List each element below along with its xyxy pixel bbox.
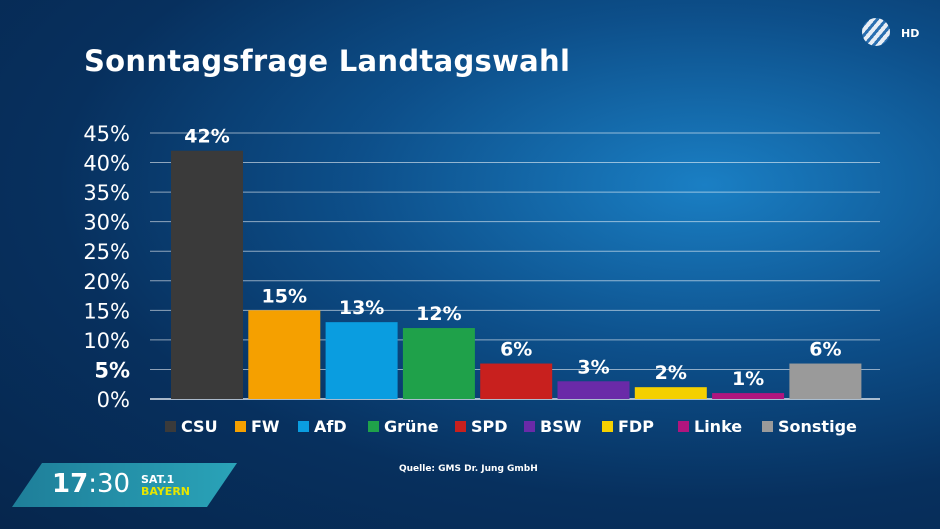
data-label: 1%	[732, 368, 764, 390]
hd-label: HD	[901, 27, 920, 40]
legend-swatch	[678, 421, 689, 432]
bar-csu	[171, 150, 243, 399]
legend-label: Linke	[694, 417, 742, 436]
chart-title: Sonntagsfrage Landtagswahl	[84, 44, 571, 78]
bar-bsw	[557, 381, 630, 399]
clock: 17:30	[52, 469, 130, 499]
y-tick-label: 40%	[83, 152, 130, 176]
sat1-logo-icon	[862, 18, 890, 46]
station-name: SAT.1	[141, 473, 175, 486]
data-label: 15%	[262, 285, 307, 307]
data-label: 6%	[500, 339, 532, 361]
clock-hours: 17	[52, 469, 89, 499]
legend-label: CSU	[181, 417, 218, 436]
legend-swatch	[235, 421, 246, 432]
data-label: 3%	[577, 356, 609, 378]
y-tick-label: 0%	[97, 388, 130, 412]
legend-swatch	[368, 421, 379, 432]
legend-swatch	[455, 421, 466, 432]
data-label: 42%	[184, 126, 229, 148]
legend-swatch	[762, 421, 773, 432]
station-label: SAT.1 BAYERN	[141, 474, 190, 498]
legend-label: Sonstige	[778, 417, 857, 436]
data-label: 6%	[809, 339, 841, 361]
data-label: 2%	[655, 362, 687, 384]
legend-label: FDP	[618, 417, 654, 436]
y-tick-label: 10%	[83, 329, 130, 353]
bar-grüne	[402, 328, 475, 399]
y-tick-label: 15%	[83, 299, 130, 323]
legend-label: AfD	[314, 417, 347, 436]
legend-swatch	[602, 421, 613, 432]
bar-fdp	[634, 387, 707, 399]
legend-swatch	[298, 421, 309, 432]
y-tick-label: 35%	[83, 181, 130, 205]
bar-fw	[248, 310, 321, 399]
bar-spd	[480, 363, 553, 399]
y-tick-label: 30%	[83, 211, 130, 235]
legend-label: BSW	[540, 417, 582, 436]
y-tick-label: 5%	[94, 358, 130, 382]
data-label: 12%	[416, 303, 461, 325]
y-tick-label: 25%	[83, 240, 130, 264]
source-text: Quelle: GMS Dr. Jung GmbH	[399, 464, 538, 474]
y-tick-label: 20%	[83, 270, 130, 294]
legend-swatch	[524, 421, 535, 432]
bar-sonstige	[789, 363, 862, 399]
clock-minutes: :30	[88, 469, 131, 499]
legend-label: SPD	[471, 417, 508, 436]
legend-label: FW	[251, 417, 280, 436]
y-tick-label: 45%	[83, 122, 130, 146]
data-label: 13%	[339, 297, 384, 319]
bar-linke	[712, 393, 785, 399]
legend-label: Grüne	[384, 417, 439, 436]
region-name: BAYERN	[141, 485, 191, 498]
legend-swatch	[165, 421, 176, 432]
bar-afd	[325, 322, 398, 399]
channel-badge	[12, 463, 237, 507]
